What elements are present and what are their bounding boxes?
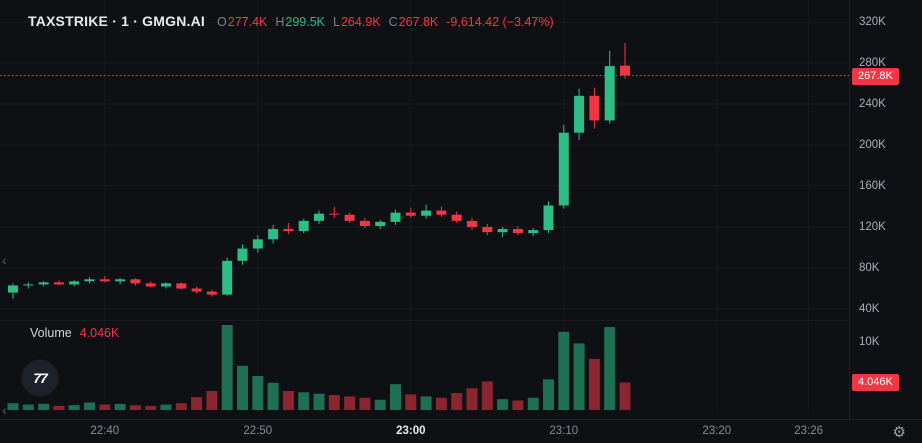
- settings-gear-icon[interactable]: ⚙: [892, 424, 906, 441]
- gmgn-logo-glyph: 77: [33, 370, 48, 386]
- time-axis-label: 22:50: [243, 425, 273, 437]
- time-axis-label: 23:26: [794, 425, 823, 437]
- price-axis-label: 280K: [859, 57, 886, 69]
- price-axis-label: 40K: [859, 303, 880, 315]
- scroll-left-icon[interactable]: ‹: [2, 252, 7, 268]
- price-axis-label: 120K: [859, 221, 886, 233]
- gmgn-logo[interactable]: 77: [22, 360, 58, 396]
- price-axis-label: 200K: [859, 139, 886, 151]
- price-axis-label: 160K: [859, 180, 886, 192]
- scroll-left-icon-volume[interactable]: ‹: [2, 402, 7, 418]
- ohlc-open: O277.4K: [217, 15, 268, 29]
- price-axis-label: 80K: [859, 262, 880, 274]
- symbol-title: TAXSTRIKE · 1 · GMGN.AI: [28, 13, 206, 29]
- current-volume-badge: 4.046K: [852, 374, 899, 392]
- time-axis[interactable]: ⚙ 22:40 22:50 23:00 23:10 23:20 23:26: [0, 419, 922, 443]
- chart-header: TAXSTRIKE · 1 · GMGN.AI O277.4K H299.5K …: [28, 13, 554, 29]
- volume-label: Volume: [30, 326, 72, 340]
- ohlc-high: H299.5K: [275, 15, 326, 29]
- time-axis-label: 23:00: [396, 425, 426, 437]
- price-axis-label: 240K: [859, 98, 886, 110]
- ohlc-low: L264.9K: [333, 15, 381, 29]
- time-axis-label: 23:20: [702, 425, 732, 437]
- price-axis[interactable]: 267.8K 4.046K 320K 280K 240K 200K 160K 120K 80…: [849, 0, 922, 419]
- pane-separator[interactable]: [0, 320, 849, 321]
- current-price-badge: 267.8K: [852, 67, 899, 85]
- ohlc-close: C267.8K: [388, 15, 439, 29]
- time-axis-label: 23:10: [549, 425, 579, 437]
- time-axis-label: 22:40: [90, 425, 120, 437]
- volume-axis-label: 10K: [859, 336, 880, 348]
- price-change: -9,614.42 (−3.47%): [446, 15, 554, 29]
- volume-value: 4.046K: [79, 326, 120, 340]
- ohlc-readout: O277.4K H299.5K L264.9K C267.8K -9,614.4…: [217, 15, 554, 29]
- volume-indicator: Volume 4.046K: [30, 326, 119, 340]
- price-axis-label: 320K: [859, 16, 886, 28]
- candlestick-chart[interactable]: [0, 0, 849, 419]
